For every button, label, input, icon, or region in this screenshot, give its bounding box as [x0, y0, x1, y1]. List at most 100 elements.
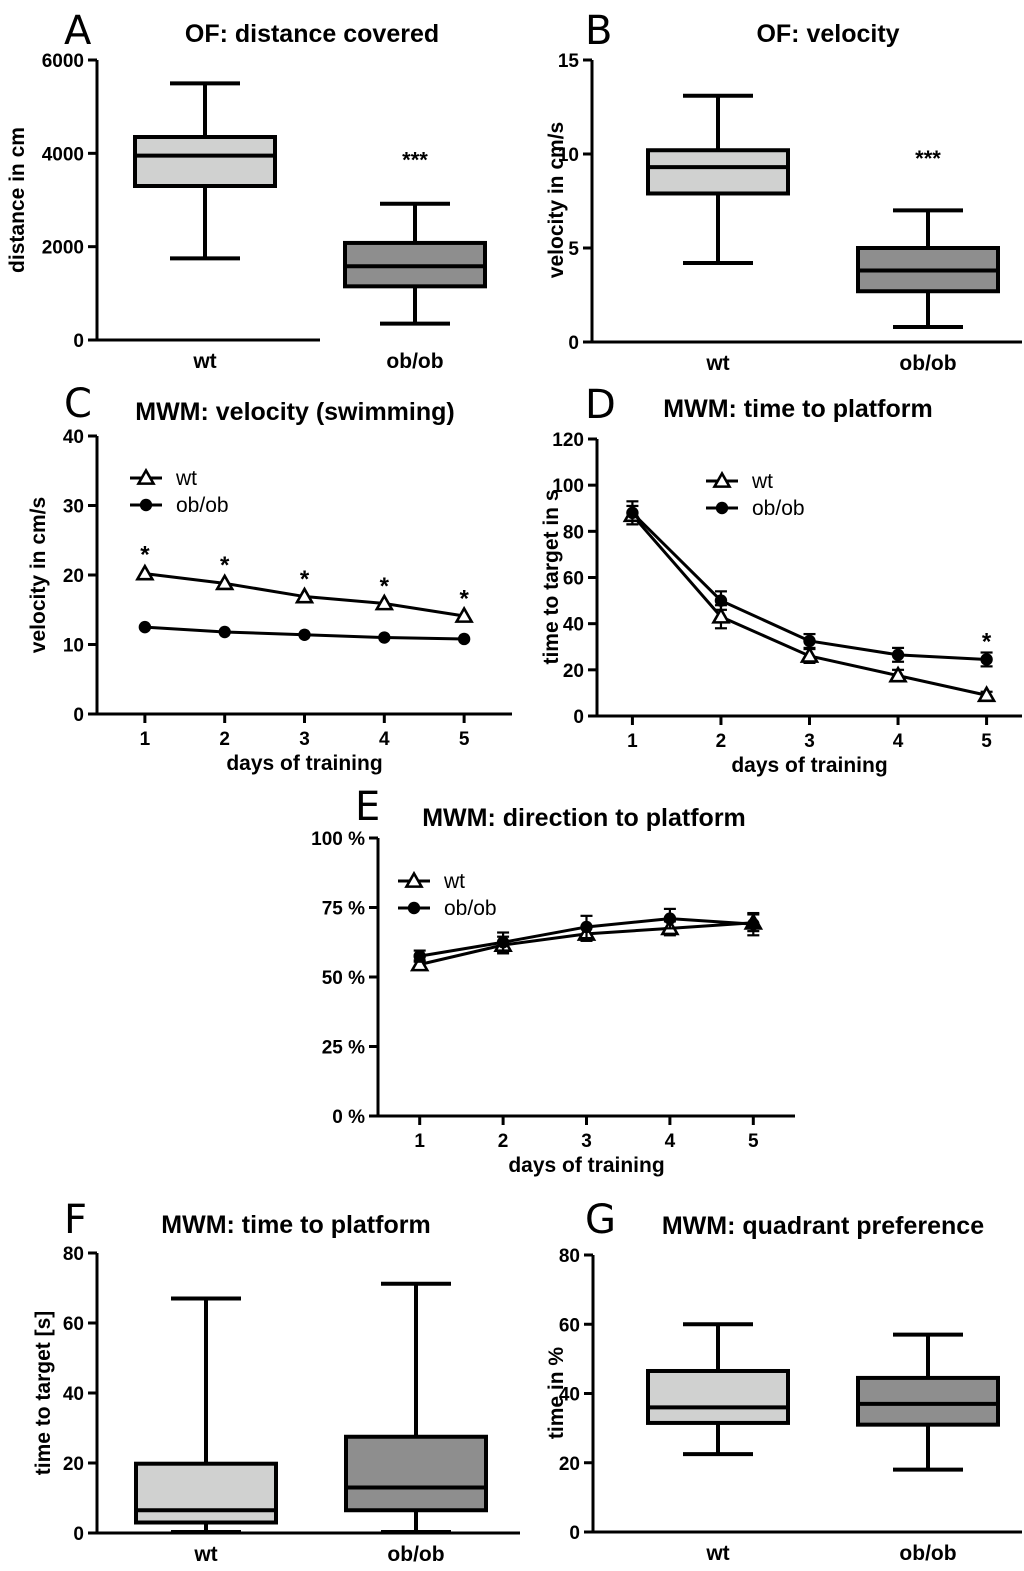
x-tick-label: 5 — [748, 1131, 759, 1152]
marker-triangle — [711, 606, 731, 624]
series-obob — [413, 907, 760, 963]
box-wt — [134, 1296, 278, 1534]
significance-marker: * — [982, 629, 992, 656]
box-wt — [646, 1322, 790, 1457]
panel-G: G MWM: quadrant preference time in % 0 20 40 6… — [545, 1197, 1022, 1565]
y-tick-label: 10 — [558, 145, 579, 166]
y-tick-label: 80 — [559, 1246, 580, 1267]
box-obob — [856, 208, 1000, 329]
marker-circle — [298, 628, 311, 641]
significance-marker: *** — [915, 146, 941, 171]
marker-triangle — [454, 605, 474, 623]
y-tick-label: 20 — [563, 661, 584, 682]
marker-circle — [663, 912, 677, 925]
x-tick-label: 2 — [498, 1131, 509, 1152]
x-tick-label: 4 — [893, 731, 904, 752]
box-obob — [856, 1332, 1000, 1472]
x-tick-label: wt — [705, 352, 729, 375]
box-wt — [646, 93, 790, 266]
marker-triangle — [294, 586, 315, 604]
x-tick-label: ob/ob — [387, 1543, 444, 1566]
legend-label: wt — [751, 470, 773, 493]
x-tick-label: 4 — [665, 1131, 676, 1152]
legend-label: ob/ob — [444, 897, 497, 920]
series-line — [631, 514, 987, 697]
x-tick-label: 1 — [414, 1131, 425, 1152]
y-tick-label: 120 — [552, 430, 584, 451]
legend-label: wt — [175, 467, 197, 490]
significance-marker: * — [380, 573, 390, 600]
significance-marker: *** — [402, 148, 428, 173]
legend-label: ob/ob — [176, 494, 229, 517]
x-tick-label: 4 — [379, 729, 390, 750]
panel-letter: F — [64, 1197, 87, 1243]
marker-circle — [626, 506, 639, 520]
y-tick-label: 40 — [63, 427, 84, 448]
panel-letter: E — [355, 784, 380, 830]
marker-triangle — [799, 645, 820, 663]
panel-D: D MWM: time to platform time to target in … — [540, 382, 1022, 777]
marker-circle — [891, 648, 905, 662]
panel-letter: B — [585, 8, 612, 54]
y-tick-label: 40 — [563, 615, 584, 636]
marker-circle — [378, 631, 391, 644]
x-tick-label: 1 — [140, 729, 151, 750]
y-axis-label: velocity in cm/s — [27, 497, 50, 653]
box-iqr — [133, 135, 277, 188]
panel-B: B OF: velocity velocity in cm/s 0 5 10 15 wt ob/… — [545, 8, 1022, 375]
significance-marker: * — [220, 552, 230, 579]
x-tick-label: 5 — [459, 729, 470, 750]
y-tick-label: 2000 — [42, 238, 84, 259]
y-tick-label: 0 — [73, 331, 84, 352]
y-tick-label: 60 — [559, 1315, 580, 1336]
box-iqr — [344, 1434, 488, 1513]
marker-triangle — [976, 685, 997, 703]
y-tick-label: 50 % — [322, 968, 365, 989]
marker-triangle — [374, 593, 395, 611]
y-tick-label: 40 — [559, 1385, 580, 1406]
marker-circle — [714, 594, 728, 607]
y-tick-label: 0 — [573, 707, 584, 728]
series-wt — [622, 504, 997, 703]
y-axis-label: time to target in s — [540, 489, 563, 664]
box-wt — [133, 81, 277, 261]
marker-triangle — [712, 470, 732, 488]
marker-circle — [980, 653, 993, 666]
x-tick-label: 1 — [627, 731, 638, 752]
panel-letter: D — [585, 382, 616, 428]
y-axis-label: time to target [s] — [32, 1311, 55, 1476]
x-tick-label: 5 — [981, 731, 992, 752]
y-tick-label: 4000 — [42, 144, 84, 165]
box-iqr — [646, 1368, 790, 1425]
y-tick-label: 10 — [63, 636, 84, 657]
x-axis-label: days of training — [731, 754, 887, 777]
chart-title: MWM: time to platform — [161, 1211, 430, 1239]
box-iqr — [646, 148, 790, 196]
x-tick-label: ob/ob — [899, 352, 956, 375]
x-tick-label: 2 — [716, 731, 727, 752]
x-axis-label: days of training — [508, 1154, 664, 1177]
y-tick-label: 20 — [63, 566, 84, 587]
y-tick-label: 20 — [63, 1454, 84, 1475]
y-tick-label: 0 — [568, 333, 579, 354]
x-tick-label: ob/ob — [899, 1542, 956, 1565]
marker-triangle — [136, 467, 156, 485]
chart-title: MWM: direction to platform — [422, 804, 746, 832]
x-tick-label: 3 — [299, 729, 310, 750]
series-obob — [138, 620, 471, 646]
y-tick-label: 60 — [563, 569, 584, 590]
y-tick-label: 75 % — [322, 899, 365, 920]
x-tick-label: 2 — [219, 729, 230, 750]
significance-marker: * — [140, 542, 150, 569]
y-tick-label: 40 — [63, 1384, 84, 1405]
y-tick-label: 60 — [63, 1314, 84, 1335]
x-tick-label: 3 — [581, 1131, 592, 1152]
chart-title: MWM: velocity (swimming) — [135, 398, 454, 426]
box-iqr — [856, 1375, 1000, 1427]
marker-triangle — [404, 870, 424, 888]
y-tick-label: 25 % — [322, 1038, 365, 1059]
y-tick-label: 80 — [63, 1244, 84, 1265]
chart-title: OF: distance covered — [185, 20, 439, 48]
marker-circle — [580, 920, 593, 934]
box-obob — [344, 1281, 488, 1534]
